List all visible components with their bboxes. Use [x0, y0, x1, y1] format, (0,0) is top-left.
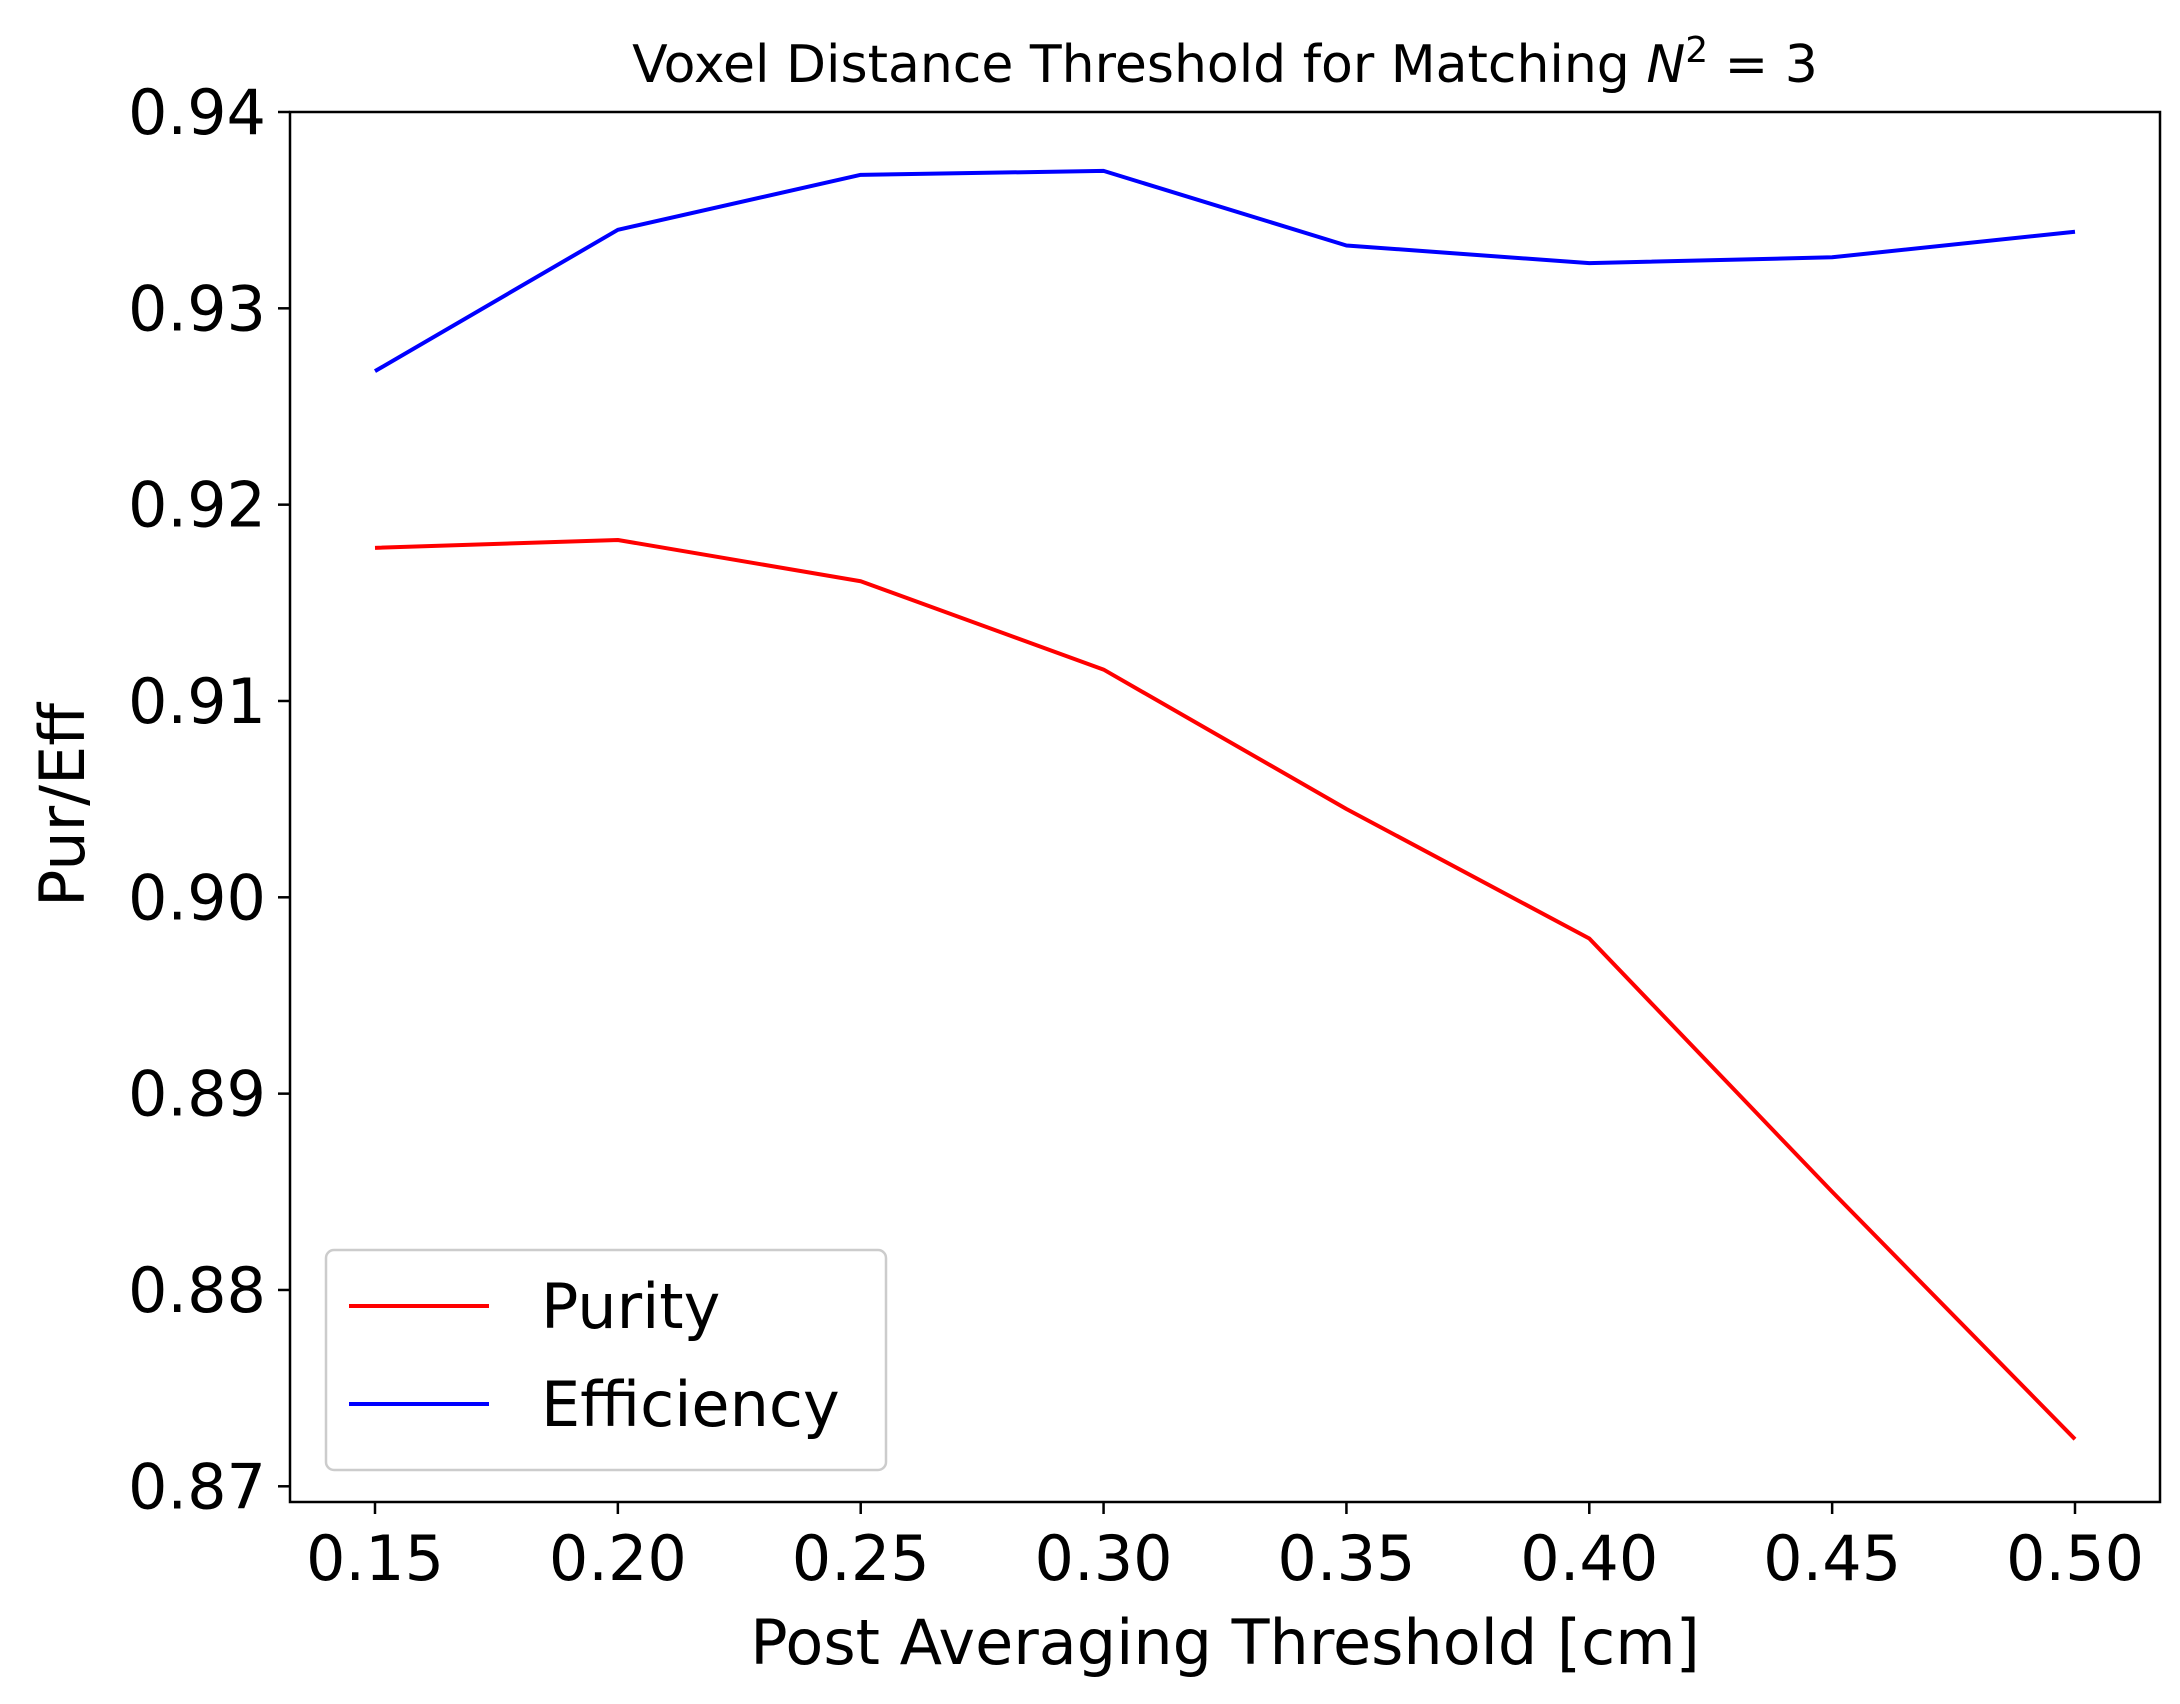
- legend-label-purity: Purity: [541, 1270, 720, 1343]
- y-tick-label: 0.94: [128, 76, 266, 149]
- series-purity: [374, 537, 2077, 1441]
- legend-label-efficiency: Efficiency: [541, 1368, 840, 1441]
- chart-title-math-exponent: 2: [1685, 30, 1708, 71]
- y-tick-label: 0.91: [128, 665, 266, 738]
- x-tick-label: 0.45: [1763, 1522, 1901, 1595]
- plot-area-frame: [288, 110, 2162, 1504]
- y-tick-label: 0.92: [128, 469, 266, 542]
- legend: Purity Efficiency: [324, 1248, 888, 1472]
- y-axis-ticks: 0.87 0.88 0.89 0.90 0.91 0.92 0.93 0.94: [128, 76, 290, 1523]
- x-axis-ticks: 0.15 0.20 0.25 0.30 0.35 0.40 0.45 0.50: [306, 1502, 2144, 1595]
- x-tick-label: 0.15: [306, 1522, 444, 1595]
- x-tick-label: 0.50: [2006, 1522, 2144, 1595]
- chart-title-math-relation: = 3: [1708, 35, 1818, 95]
- chart-title-text: Voxel Distance Threshold for Matching: [632, 35, 1630, 95]
- y-tick-label: 0.87: [128, 1450, 266, 1523]
- series-efficiency: [373, 168, 2076, 373]
- x-tick-label: 0.25: [792, 1522, 930, 1595]
- x-tick-label: 0.35: [1277, 1522, 1415, 1595]
- x-tick-label: 0.40: [1520, 1522, 1658, 1595]
- chart-title: Voxel Distance Threshold for Matching N2…: [632, 30, 1818, 96]
- x-tick-label: 0.30: [1035, 1522, 1173, 1595]
- series-line-efficiency: [373, 168, 2076, 373]
- y-tick-label: 0.93: [128, 272, 266, 345]
- y-axis-title: Pur/Eff: [26, 702, 99, 907]
- y-tick-label: 0.89: [128, 1058, 266, 1131]
- y-tick-label: 0.88: [128, 1254, 266, 1327]
- x-axis-title: Post Averaging Threshold [cm]: [750, 1606, 1700, 1679]
- chart-title-math-base: N: [1646, 35, 1685, 95]
- series-layer: [373, 168, 2077, 1441]
- series-line-purity: [374, 537, 2077, 1441]
- y-tick-label: 0.90: [128, 861, 266, 934]
- x-tick-label: 0.20: [549, 1522, 687, 1595]
